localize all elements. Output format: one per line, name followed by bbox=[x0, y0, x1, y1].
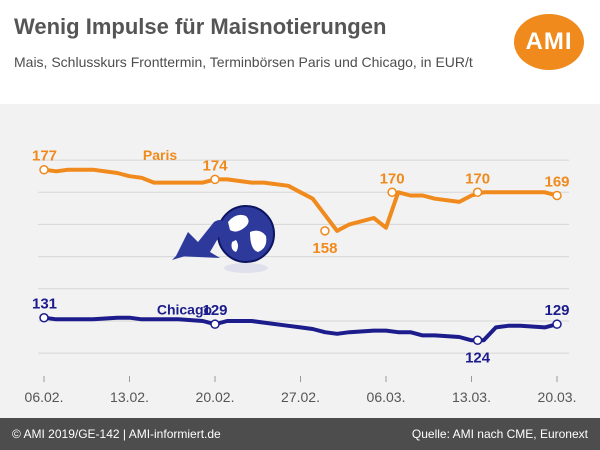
chicago-data-label: 129 bbox=[544, 302, 569, 319]
x-tick-label: 20.03. bbox=[538, 389, 577, 405]
chicago-series-label: Chicago bbox=[157, 302, 212, 318]
paris-series-label: Paris bbox=[143, 147, 177, 163]
x-tick-label: 13.02. bbox=[110, 389, 149, 405]
paris-point-marker bbox=[210, 174, 220, 185]
x-tick-label: 27.02. bbox=[281, 389, 320, 405]
paris-point-marker bbox=[472, 187, 483, 198]
footer: © AMI 2019/GE-142 | AMI-informiert.de Qu… bbox=[0, 418, 600, 450]
chicago-point-marker bbox=[472, 335, 483, 346]
paris-point-marker bbox=[320, 226, 330, 236]
chicago-series-line bbox=[42, 315, 559, 343]
chicago-point-marker bbox=[552, 319, 562, 329]
chicago-data-label: 129 bbox=[202, 302, 227, 319]
ami-logo: AMI bbox=[514, 14, 584, 70]
paris-data-label: 158 bbox=[312, 240, 337, 257]
footer-source: Quelle: AMI nach CME, Euronext bbox=[411, 427, 588, 441]
paris-data-label: 169 bbox=[544, 173, 569, 190]
grid-lines bbox=[38, 159, 569, 354]
paris-series-line bbox=[42, 167, 559, 233]
paris-point-marker bbox=[552, 190, 562, 201]
paris-point-marker bbox=[387, 187, 397, 198]
x-tick-label: 06.02. bbox=[25, 389, 64, 405]
chart-subtitle: Mais, Schlusskurs Fronttermin, Terminbör… bbox=[14, 54, 473, 70]
paris-point-marker bbox=[39, 164, 49, 175]
globe-icon bbox=[172, 205, 275, 273]
chicago-point-marker bbox=[39, 312, 49, 323]
x-tick-label: 13.03. bbox=[452, 389, 491, 405]
footer-copyright: © AMI 2019/GE-142 | AMI-informiert.de bbox=[12, 427, 221, 441]
chicago-data-label: 124 bbox=[465, 349, 491, 366]
paris-data-label: 170 bbox=[380, 170, 405, 187]
chart-title: Wenig Impulse für Maisnotierungen bbox=[14, 14, 387, 39]
chicago-data-label: 131 bbox=[32, 296, 57, 313]
paris-data-label: 174 bbox=[202, 157, 228, 174]
paris-data-label: 170 bbox=[465, 170, 490, 187]
x-tick-label: 20.02. bbox=[196, 389, 235, 405]
chicago-point-marker bbox=[210, 319, 220, 329]
header: Wenig Impulse für Maisnotierungen Mais, … bbox=[0, 0, 600, 104]
paris-data-label: 177 bbox=[32, 148, 57, 165]
x-tick-label: 06.03. bbox=[367, 389, 406, 405]
